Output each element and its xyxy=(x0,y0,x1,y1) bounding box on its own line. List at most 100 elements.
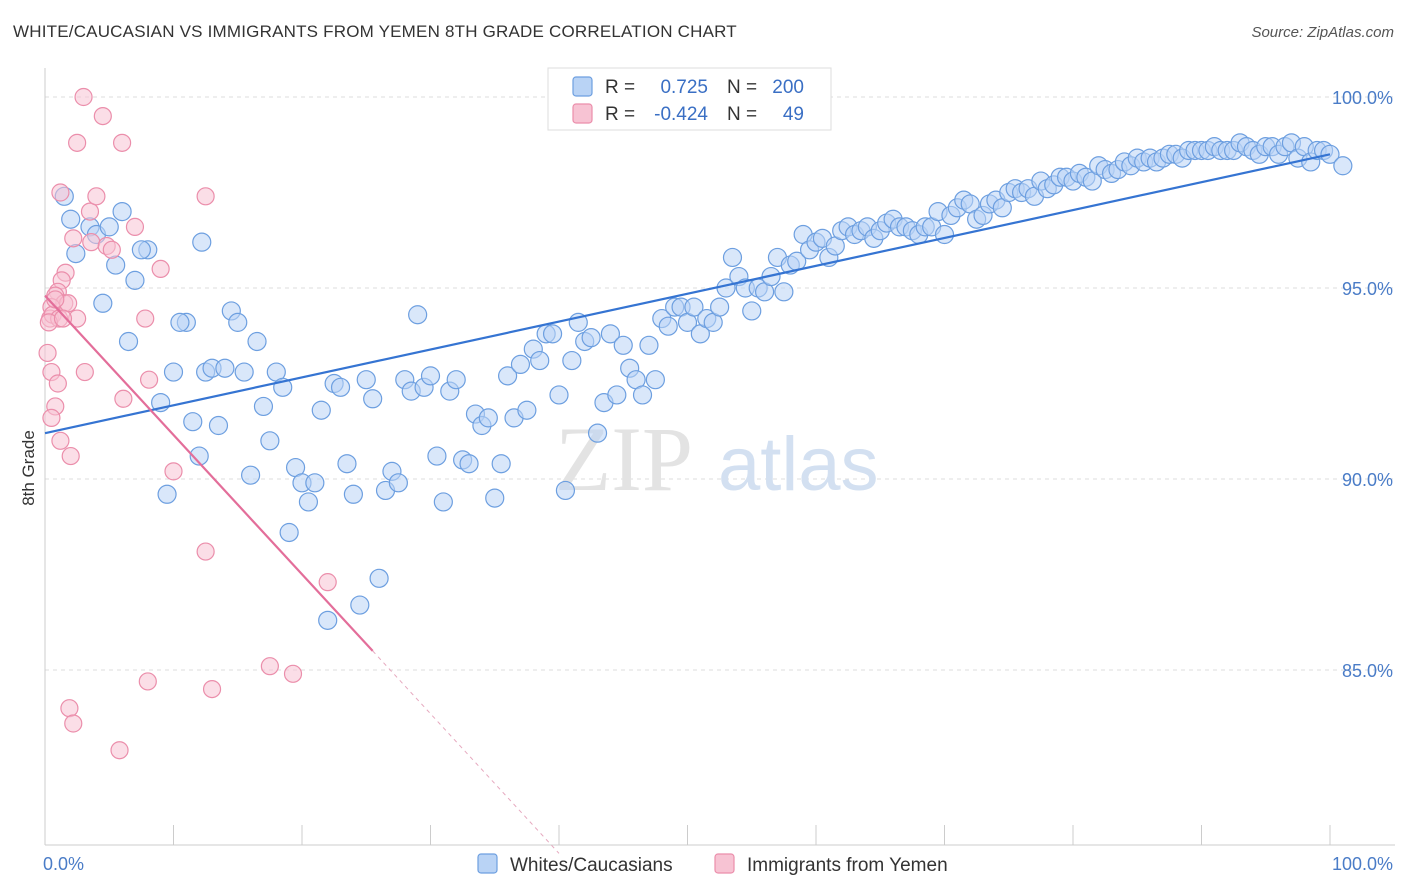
legend-top-box xyxy=(547,67,832,131)
trend-line-yemen xyxy=(44,294,374,652)
data-point xyxy=(93,106,112,126)
data-point xyxy=(66,244,86,264)
data-point xyxy=(356,370,376,390)
data-point xyxy=(228,312,248,332)
grid-layer: 85.0% 90.0% 95.0% 100.0% xyxy=(45,88,1395,681)
data-point xyxy=(241,465,261,485)
data-point xyxy=(68,133,87,152)
data-point xyxy=(485,488,505,508)
data-point xyxy=(260,431,280,451)
data-point xyxy=(139,370,159,389)
legend-r-value: -0.424 xyxy=(654,104,708,125)
data-point xyxy=(684,297,704,317)
data-point xyxy=(110,741,129,760)
bottom-legend-label: Immigrants from Yemen xyxy=(747,855,948,876)
data-point xyxy=(305,473,325,493)
data-point xyxy=(433,492,453,512)
data-point xyxy=(60,699,79,718)
data-point xyxy=(136,309,155,328)
data-point xyxy=(639,335,659,355)
data-point xyxy=(163,362,184,382)
data-point xyxy=(427,446,447,466)
y-tick-label: 90.0% xyxy=(1342,470,1393,490)
x-tick-label-min: 0.0% xyxy=(43,854,84,874)
data-point xyxy=(53,309,73,328)
data-point xyxy=(75,362,94,382)
data-point xyxy=(196,187,215,206)
legend-swatch xyxy=(572,103,593,124)
trend-line-whites xyxy=(44,153,1331,435)
data-point xyxy=(446,370,466,390)
data-point xyxy=(279,522,299,543)
data-point xyxy=(192,232,212,252)
data-point xyxy=(510,354,531,374)
data-point xyxy=(774,282,794,302)
data-point xyxy=(131,240,151,260)
data-point xyxy=(318,610,338,630)
data-point xyxy=(38,343,57,363)
data-point xyxy=(106,255,126,275)
data-point xyxy=(600,324,621,344)
data-point xyxy=(138,672,157,691)
source-label: Source: ZipAtlas.com xyxy=(1251,24,1394,41)
series-yemen-points xyxy=(38,87,337,760)
y-tick-label: 95.0% xyxy=(1342,279,1393,299)
legend-n-value: 49 xyxy=(783,104,804,125)
data-point xyxy=(459,454,479,474)
data-point xyxy=(934,224,955,245)
data-point xyxy=(498,366,518,386)
data-point xyxy=(208,415,229,436)
data-point xyxy=(388,473,408,493)
data-point xyxy=(87,187,106,206)
data-point xyxy=(102,240,121,259)
data-point xyxy=(587,423,608,443)
bottom-legend-swatch xyxy=(714,853,735,874)
data-point xyxy=(51,183,70,202)
y-tick-label: 100.0% xyxy=(1332,88,1393,108)
data-point xyxy=(157,484,177,504)
data-point xyxy=(330,377,351,397)
data-point xyxy=(343,484,363,504)
data-point xyxy=(337,454,357,474)
data-point xyxy=(112,133,132,152)
data-point xyxy=(64,714,83,733)
data-point xyxy=(183,412,203,432)
trend-lines xyxy=(44,153,1331,854)
data-point xyxy=(99,217,119,237)
watermark-zip: ZIP xyxy=(555,408,693,510)
data-point xyxy=(253,396,274,417)
data-point xyxy=(61,446,80,466)
legend-n-label: N = xyxy=(727,77,757,98)
legend-bottom: Whites/Caucasians Immigrants from Yemen xyxy=(477,853,948,876)
data-point xyxy=(260,657,279,676)
data-point xyxy=(151,259,170,278)
data-point xyxy=(710,297,730,317)
data-point xyxy=(632,385,653,405)
legend-swatch xyxy=(572,76,593,97)
data-point xyxy=(363,389,383,409)
trend-line-yemen-extension xyxy=(372,650,560,854)
data-point xyxy=(311,400,331,420)
data-point xyxy=(64,229,83,248)
bottom-legend-label: Whites/Caucasians xyxy=(510,855,673,876)
data-point xyxy=(318,573,337,592)
legend-n-value: 200 xyxy=(772,77,804,98)
bottom-legend-swatch xyxy=(477,853,498,874)
data-point xyxy=(581,328,601,348)
data-point xyxy=(645,370,665,390)
data-point xyxy=(82,233,101,252)
legend-r-value: 0.725 xyxy=(660,77,708,98)
data-point xyxy=(196,542,215,561)
data-point xyxy=(283,664,303,683)
x-tick-label-max: 100.0% xyxy=(1332,854,1393,874)
data-point xyxy=(722,247,743,268)
data-point xyxy=(118,331,139,352)
data-point xyxy=(562,350,582,371)
watermark-atlas: atlas xyxy=(718,422,879,507)
legend-n-label: N = xyxy=(727,104,757,125)
data-point xyxy=(369,568,389,588)
data-point xyxy=(491,454,511,474)
legend-r-label: R = xyxy=(605,104,635,125)
data-point xyxy=(517,400,537,420)
chart-title: WHITE/CAUCASIAN VS IMMIGRANTS FROM YEMEN… xyxy=(13,22,737,41)
